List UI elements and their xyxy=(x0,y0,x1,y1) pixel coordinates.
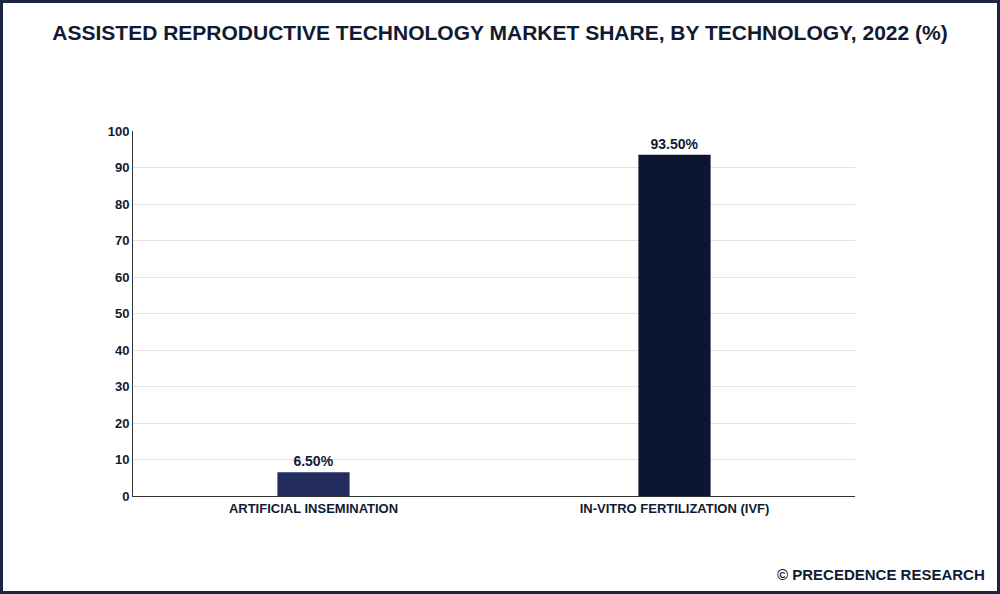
svg-text:10: 10 xyxy=(115,452,129,467)
svg-text:50: 50 xyxy=(115,306,129,321)
svg-text:ARTIFICIAL INSEMINATION: ARTIFICIAL INSEMINATION xyxy=(229,501,398,516)
svg-text:60: 60 xyxy=(115,270,129,285)
svg-text:90: 90 xyxy=(115,160,129,175)
svg-text:40: 40 xyxy=(115,343,129,358)
svg-text:0: 0 xyxy=(122,489,129,504)
svg-text:20: 20 xyxy=(115,416,129,431)
svg-text:IN-VITRO FERTILIZATION (IVF): IN-VITRO FERTILIZATION (IVF) xyxy=(580,501,770,516)
svg-text:© PRECEDENCE RESEARCH: © PRECEDENCE RESEARCH xyxy=(777,566,985,583)
svg-text:30: 30 xyxy=(115,379,129,394)
svg-text:6.50%: 6.50% xyxy=(293,453,333,469)
svg-text:100: 100 xyxy=(108,124,130,139)
svg-text:ASSISTED REPRODUCTIVE TECHNOLO: ASSISTED REPRODUCTIVE TECHNOLOGY MARKET … xyxy=(52,21,947,44)
svg-text:70: 70 xyxy=(115,233,129,248)
svg-text:80: 80 xyxy=(115,197,129,212)
svg-text:93.50%: 93.50% xyxy=(650,136,698,152)
